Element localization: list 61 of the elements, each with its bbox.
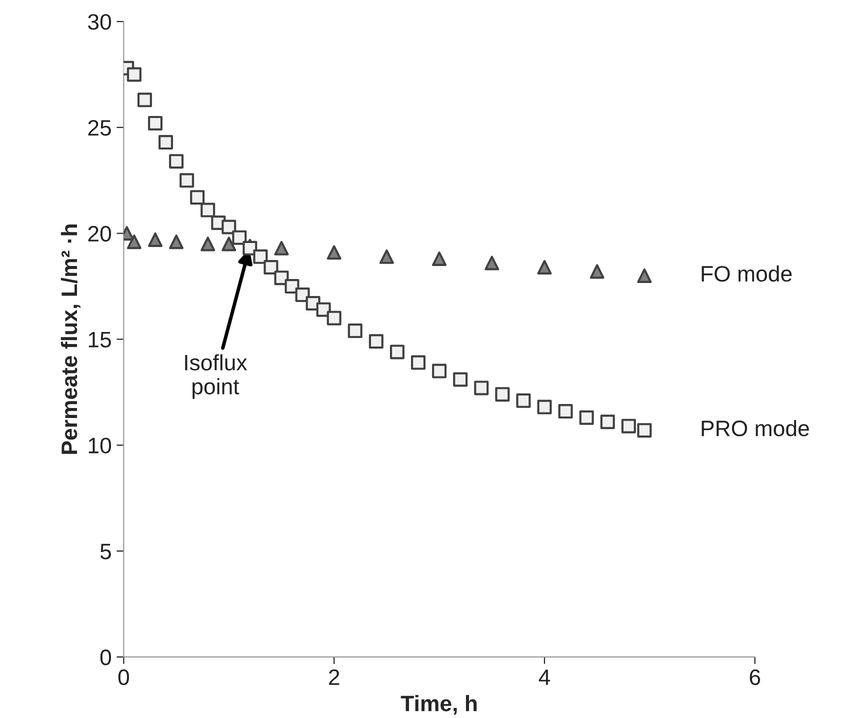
text: PRO mode [702,420,809,436]
point [390,344,404,360]
point [537,400,552,414]
y-tick-label: 5 [100,544,111,560]
point [169,154,184,169]
point [137,92,152,108]
point [274,270,289,286]
point [148,232,162,247]
point [379,249,394,264]
point [537,260,552,274]
y-tick-label: 0 [100,650,112,666]
x-tick-label: 6 [750,669,760,686]
point [222,236,236,252]
point [590,264,604,279]
x-tick-label: 2 [329,669,340,685]
x-tick-label: 0 [118,669,129,686]
point [579,410,594,425]
point [284,279,300,294]
point [200,236,216,252]
y-tick-label: 15 [88,332,111,348]
point [316,302,331,317]
annotation: Isoflux point [185,354,248,399]
y-axis-title: Permeate flux, L/m² ·h [60,224,80,454]
point [200,202,216,218]
point [432,252,447,266]
point [432,364,447,378]
point [158,135,174,150]
y-tick-label: 20 [88,226,112,242]
point [264,260,278,274]
point [148,116,162,130]
point [348,324,362,338]
point [516,393,531,408]
text: FO mode [702,265,792,282]
point [126,234,142,250]
point [637,268,652,283]
point [169,234,184,250]
point [253,249,268,264]
x-tick-label: 4 [538,670,550,685]
point [295,288,310,302]
y-tick-label: 25 [88,120,111,136]
point [180,173,194,188]
point [232,230,247,245]
y-tick-label: 30 [88,14,112,30]
point [411,355,426,370]
y-tick-label: 10 [88,438,112,454]
point [326,310,342,326]
point [190,190,205,205]
point [484,256,500,270]
point [326,245,342,260]
point [274,240,289,256]
point [453,372,468,387]
point [637,423,652,438]
point [495,387,510,402]
point [368,334,384,349]
point [621,418,636,434]
point [600,414,615,430]
x-axis-title: Time, h [400,695,477,715]
point [126,67,142,82]
point [474,380,489,396]
point [558,404,573,419]
point [222,220,236,234]
